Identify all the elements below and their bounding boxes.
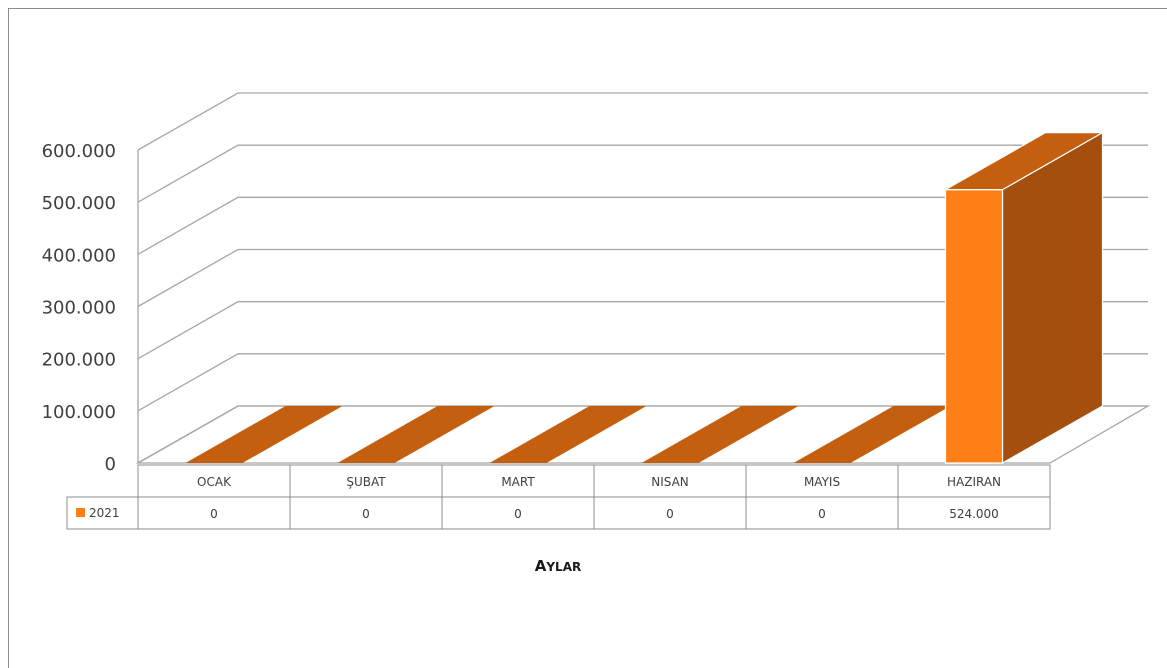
table-category-label: MART xyxy=(501,475,535,489)
bar-ocak xyxy=(185,406,343,463)
bar-mart xyxy=(489,406,647,463)
table-category-label: HAZIRAN xyxy=(947,475,1001,489)
x-axis-title-first: A xyxy=(535,557,547,575)
y-tick-label: 400.000 xyxy=(42,245,116,266)
table-category-label: MAYIS xyxy=(804,475,840,489)
table-value-label: 0 xyxy=(818,507,826,521)
gridline xyxy=(137,144,1148,203)
bar-front xyxy=(944,189,1004,464)
chart-frame xyxy=(8,8,1167,668)
chart-gridlines xyxy=(135,92,1151,464)
bar-flat xyxy=(337,406,495,463)
gridline xyxy=(137,301,1148,360)
table-category-label: ŞUBAT xyxy=(346,475,386,489)
gridline xyxy=(137,196,1148,255)
bar-nisan xyxy=(641,406,799,463)
y-tick-label: 100.000 xyxy=(42,402,116,423)
y-tick-label: 200.000 xyxy=(42,350,116,371)
floor-outline xyxy=(135,405,1151,464)
chart-bars xyxy=(185,131,1105,465)
bar-chart-3d: 0 100.000 200.000 300.000 400.000 500.000 600.… xyxy=(42,92,1151,575)
bar-flat xyxy=(793,406,951,463)
bar-haziran xyxy=(943,131,1105,465)
table-value-label: 0 xyxy=(666,507,674,521)
y-tick-label: 300.000 xyxy=(42,298,116,319)
y-tick-label: 500.000 xyxy=(42,193,116,214)
x-axis-title: AYLAR xyxy=(535,557,581,575)
bar-flat xyxy=(489,406,647,463)
table-value-label: 0 xyxy=(514,507,522,521)
table-value-label: 0 xyxy=(210,507,218,521)
legend-swatch xyxy=(76,508,85,517)
bar-top xyxy=(943,132,1105,191)
bar-side xyxy=(1001,131,1104,465)
data-table: OCAK ŞUBAT MART NISAN MAYIS HAZIRAN 0 0 0 0 0 524.0… xyxy=(66,464,1051,530)
table-value-label: 524.000 xyxy=(949,507,999,521)
table-category-label: NISAN xyxy=(651,475,689,489)
x-axis-title-rest: YLAR xyxy=(545,560,581,574)
y-tick-label: 600.000 xyxy=(42,141,116,162)
gridline xyxy=(137,92,1148,151)
y-tick-label: 0 xyxy=(105,454,116,475)
gridline xyxy=(137,353,1148,412)
table-category-label: OCAK xyxy=(197,475,232,489)
bar-flat xyxy=(185,406,343,463)
y-axis-ticks: 0 100.000 200.000 300.000 400.000 500.000 600.… xyxy=(42,141,116,475)
legend-series-name: 2021 xyxy=(89,506,120,520)
gridline xyxy=(137,248,1148,308)
bar-flat xyxy=(641,406,799,463)
table-value-label: 0 xyxy=(362,507,370,521)
bar-mayis xyxy=(793,406,951,463)
bar-şubat xyxy=(337,406,495,463)
